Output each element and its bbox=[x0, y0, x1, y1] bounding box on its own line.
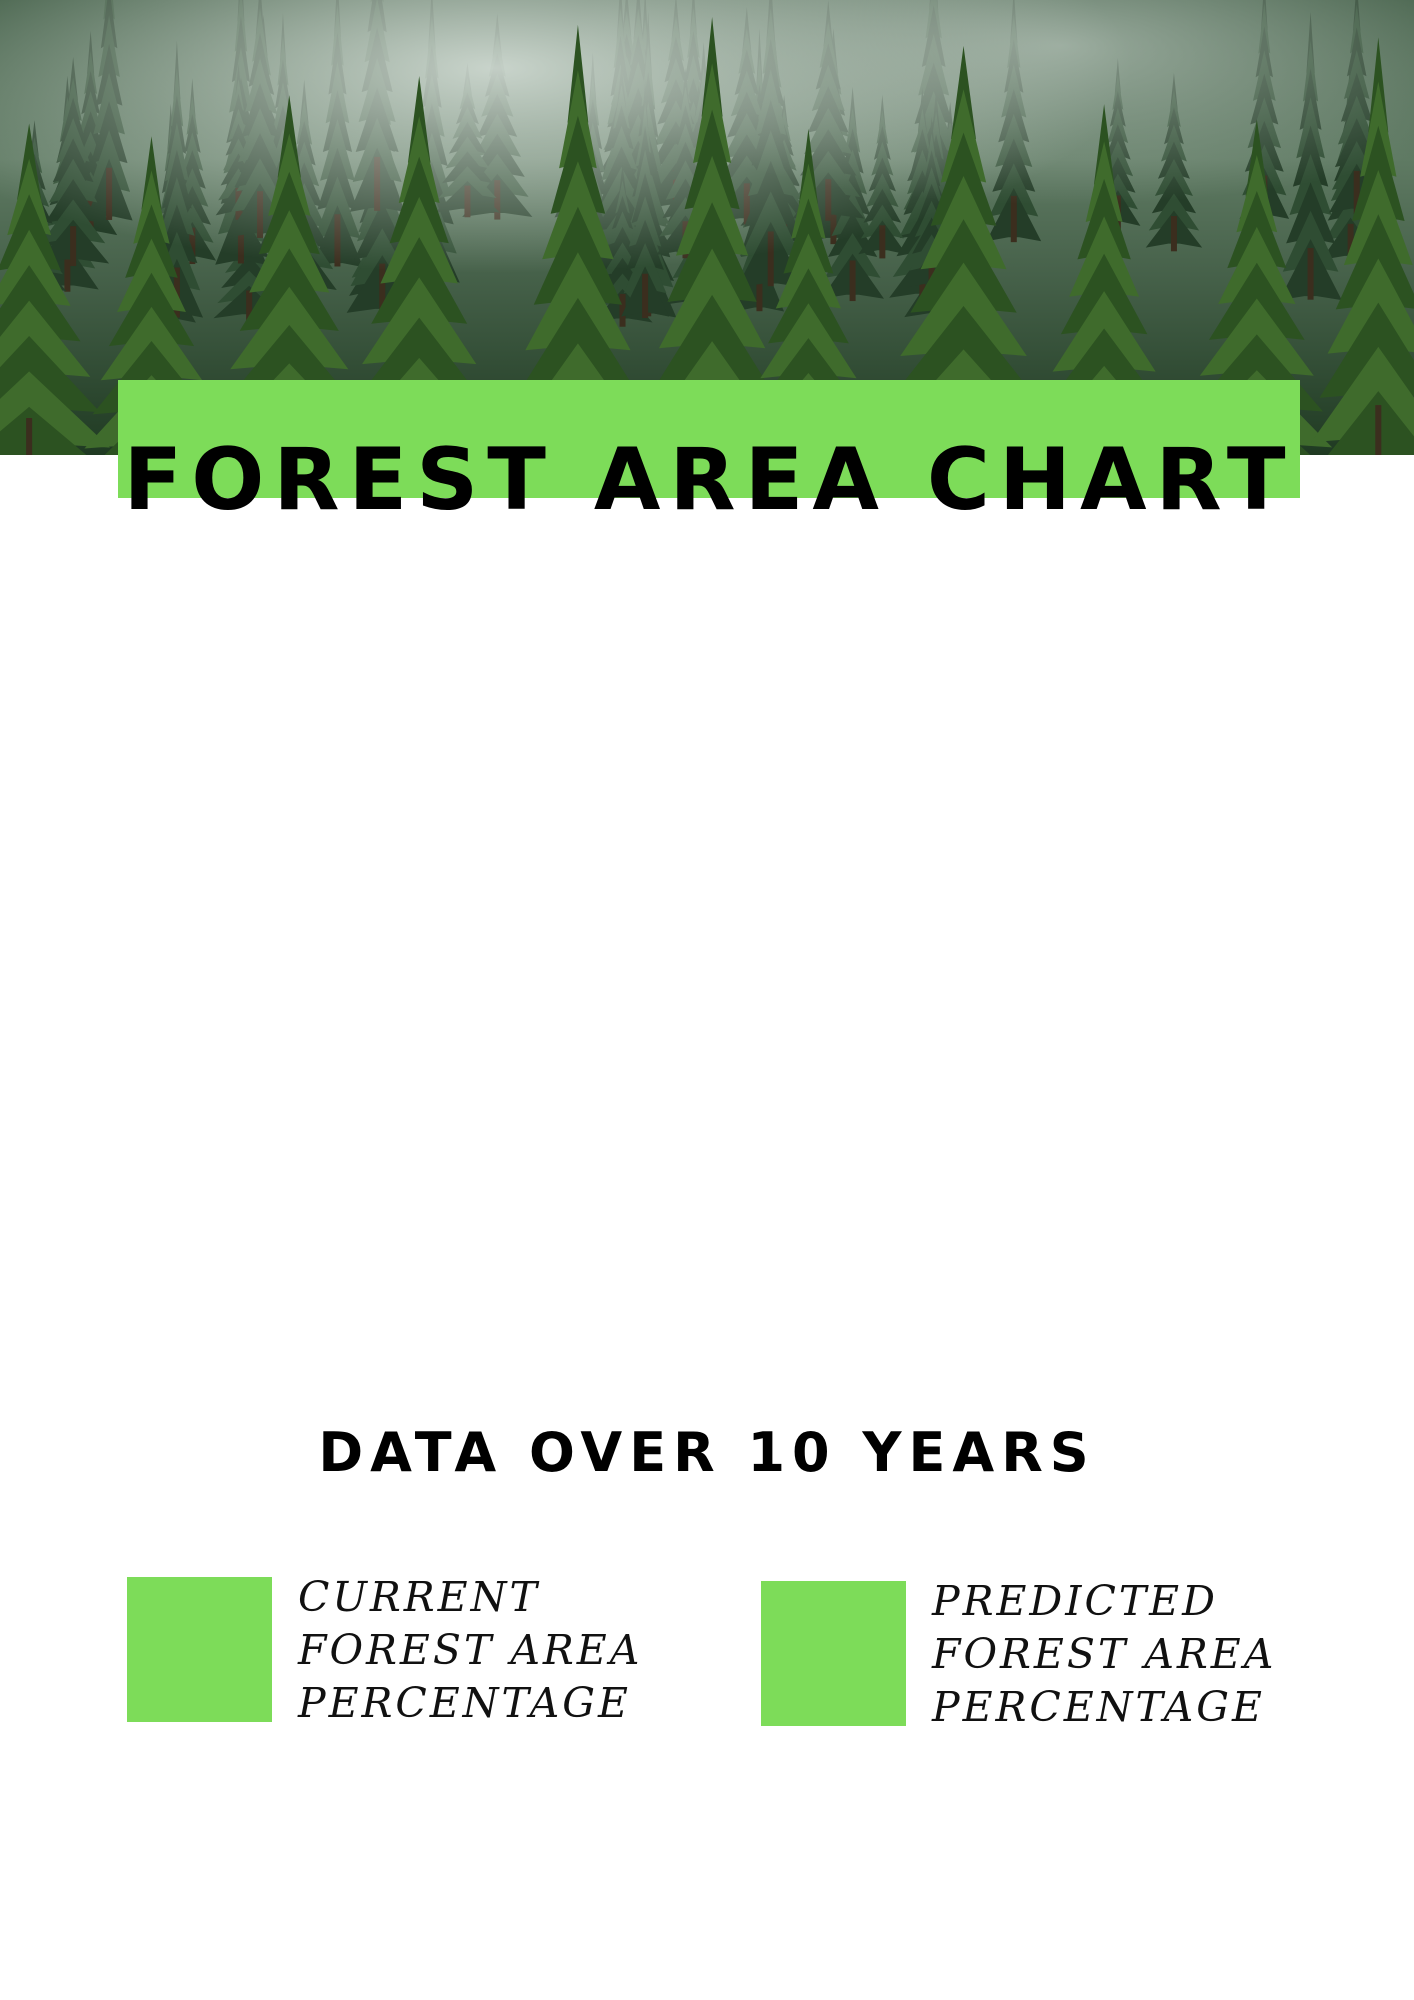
header-forest-image bbox=[0, 0, 1414, 455]
legend-label-predicted: PREDICTED FOREST AREA PERCENTAGE bbox=[932, 1575, 1292, 1734]
tree-trunk bbox=[26, 418, 33, 455]
legend-swatch-predicted bbox=[761, 1581, 906, 1726]
tree-branch bbox=[1327, 391, 1414, 455]
chart-subtitle: DATA OVER 10 YEARS bbox=[318, 1421, 1096, 1484]
legend-swatch-current bbox=[127, 1577, 272, 1722]
legend-label-line: FOREST AREA bbox=[932, 1630, 1277, 1678]
legend-label-line: FOREST AREA bbox=[298, 1626, 643, 1674]
legend-label-line: PERCENTAGE bbox=[298, 1679, 631, 1727]
page-title: FOREST AREA CHART bbox=[123, 430, 1295, 530]
forest-photo-icon bbox=[0, 0, 1414, 455]
legend-label-current: CURRENT FOREST AREA PERCENTAGE bbox=[298, 1571, 658, 1730]
chart-canvas bbox=[118, 560, 1300, 1380]
legend-label-line: CURRENT bbox=[298, 1573, 540, 1621]
tree-trunk bbox=[1375, 405, 1382, 455]
tree-branch bbox=[0, 406, 87, 455]
legend-label-line: PERCENTAGE bbox=[932, 1683, 1265, 1731]
chart-area bbox=[118, 560, 1300, 1380]
legend-label-line: PREDICTED bbox=[932, 1577, 1218, 1625]
tree-branch bbox=[1335, 214, 1414, 310]
title-highlight-band bbox=[118, 380, 1300, 498]
